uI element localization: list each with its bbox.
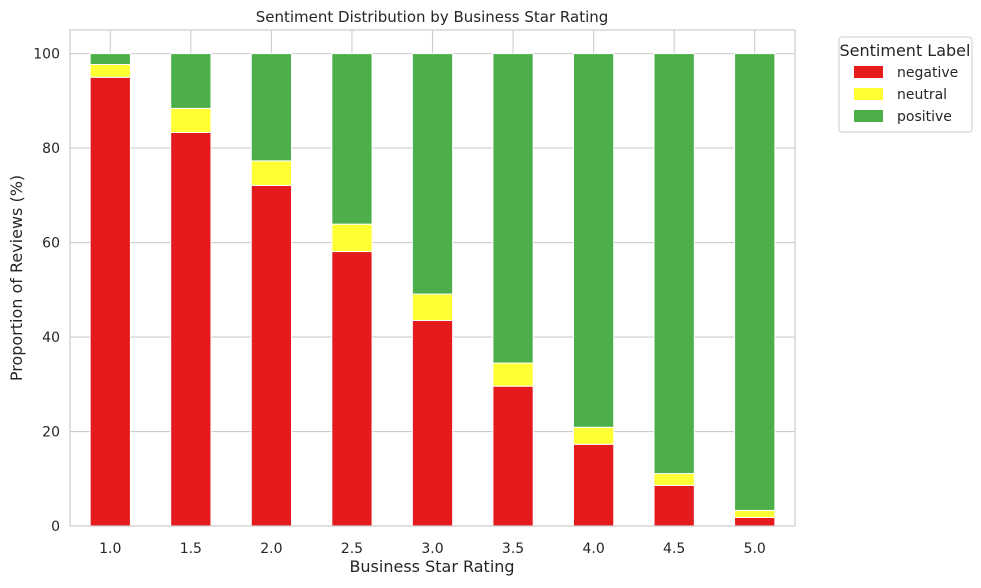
bar-negative-2.5	[331, 251, 373, 527]
legend-swatch-positive	[854, 110, 883, 122]
x-tick-label: 2.5	[341, 541, 363, 557]
bars	[89, 53, 776, 527]
x-tick-label: 3.5	[502, 541, 524, 557]
bar-positive-5.0	[734, 53, 776, 511]
bar-negative-1.0	[89, 76, 131, 527]
bar-positive-1.5	[170, 53, 212, 109]
bar-positive-2.5	[331, 53, 373, 225]
bar-neutral-1.0	[89, 63, 131, 78]
x-tick-label: 1.5	[180, 541, 202, 557]
bar-neutral-3.0	[411, 293, 454, 322]
x-tick-label: 2.0	[260, 541, 282, 557]
bar-positive-4.0	[572, 53, 615, 428]
legend-label-neutral: neutral	[897, 87, 947, 103]
bar-neutral-4.5	[653, 473, 695, 486]
legend-frame	[838, 36, 973, 133]
x-tick-label: 4.5	[663, 541, 685, 557]
bar-positive-3.0	[411, 53, 454, 295]
x-axis-label: Business Star Rating	[349, 557, 514, 576]
chart-title: Sentiment Distribution by Business Star …	[256, 8, 609, 26]
y-tick-label: 0	[51, 519, 60, 535]
bar-positive-3.5	[492, 53, 534, 364]
bar-negative-4.0	[572, 443, 615, 527]
x-tick-label: 5.0	[744, 541, 766, 557]
tick-labels: 0 20 40 60 80 100 1.0 1.5 2.0 2.5 3.0 3.5 4.0 4.5 5.0	[33, 47, 766, 557]
legend-title: Sentiment Label	[840, 41, 971, 60]
legend-swatch-negative	[854, 66, 883, 78]
legend-swatch-neutral	[854, 88, 883, 100]
bar-negative-3.0	[411, 320, 454, 527]
legend-label-negative: negative	[897, 65, 958, 81]
bar-negative-5.0	[734, 516, 776, 527]
y-tick-label: 20	[42, 425, 60, 441]
bar-neutral-5.0	[734, 509, 776, 518]
x-tick-label: 3.0	[421, 541, 443, 557]
x-tick-label: 1.0	[99, 541, 121, 557]
legend-label-positive: positive	[897, 109, 952, 125]
y-tick-label: 40	[42, 330, 60, 346]
bar-positive-1.0	[89, 53, 131, 65]
bar-neutral-2.5	[331, 223, 373, 253]
bar-neutral-3.5	[492, 362, 534, 387]
y-tick-label: 100	[33, 47, 60, 63]
y-tick-label: 80	[42, 141, 60, 157]
y-tick-label: 60	[42, 236, 60, 252]
bar-neutral-1.5	[170, 107, 212, 134]
x-tick-label: 4.0	[582, 541, 604, 557]
bar-negative-1.5	[170, 132, 212, 527]
legend-items: negative neutral positive	[854, 65, 958, 125]
plot-frame	[69, 29, 796, 527]
bar-negative-2.0	[250, 184, 293, 527]
bar-positive-4.5	[653, 53, 695, 475]
legend: Sentiment Label negative neutral positive	[838, 36, 973, 133]
y-axis-label: Proportion of Reviews (%)	[7, 175, 26, 381]
bar-negative-4.5	[653, 484, 695, 527]
bar-positive-2.0	[250, 53, 293, 162]
bar-neutral-2.0	[250, 160, 293, 186]
bar-negative-3.5	[492, 385, 534, 527]
bar-neutral-4.0	[572, 426, 615, 445]
